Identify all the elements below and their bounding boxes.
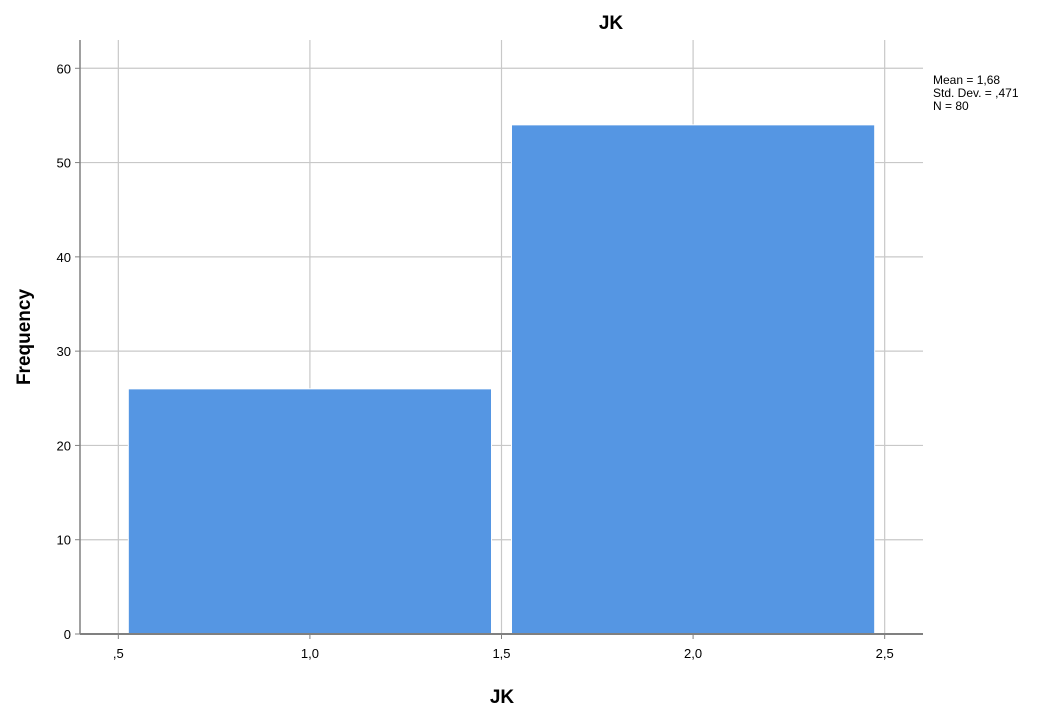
y-axis-title: Frequency — [14, 289, 35, 386]
y-tick-label: 40 — [57, 250, 71, 265]
x-tick-label: ,5 — [113, 646, 124, 661]
x-tick-label: 1,5 — [492, 646, 510, 661]
x-tick-label: 1,0 — [301, 646, 319, 661]
y-tick-label: 20 — [57, 438, 71, 453]
histogram-bar — [127, 388, 492, 635]
y-tick-label: 50 — [57, 156, 71, 171]
stat-n: N = 80 — [933, 99, 969, 113]
axes — [75, 40, 923, 639]
x-tick-label: 2,0 — [684, 646, 702, 661]
stat-std-dev: Std. Dev. = ,471 — [933, 86, 1019, 100]
bars — [127, 124, 876, 635]
y-tick-label: 60 — [57, 61, 71, 76]
x-axis-title: JK — [490, 687, 515, 708]
stat-mean: Mean = 1,68 — [933, 73, 1000, 87]
x-tick-label: 2,5 — [876, 646, 894, 661]
y-tick-label: 30 — [57, 344, 71, 359]
tick-labels: 0 10 20 30 40 50 60 ,5 1,0 1,5 2,0 2,5 — [57, 61, 894, 661]
histogram-bar — [511, 124, 876, 635]
y-tick-label: 0 — [64, 627, 71, 642]
chart-title: JK — [599, 13, 624, 34]
y-tick-label: 10 — [57, 533, 71, 548]
statistics-box: Mean = 1,68 Std. Dev. = ,471 N = 80 — [933, 73, 1019, 113]
